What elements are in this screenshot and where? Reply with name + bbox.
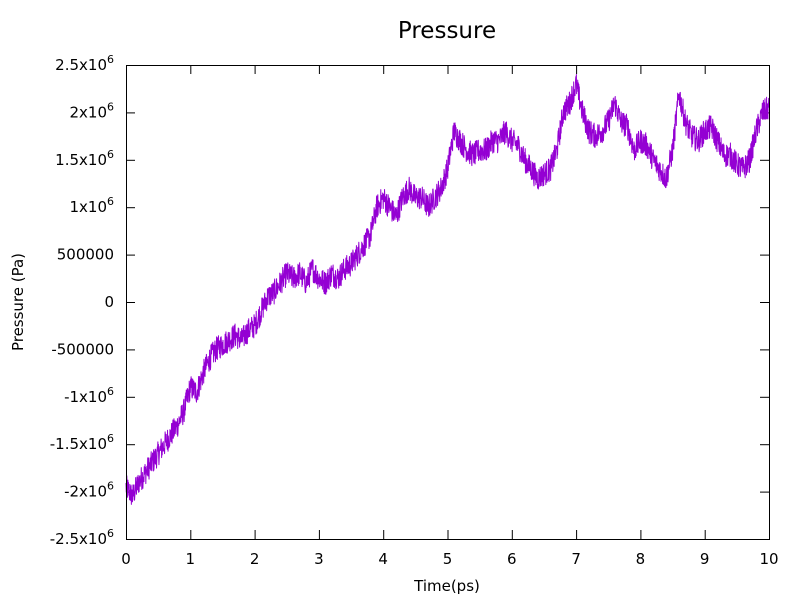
chart-title: Pressure <box>398 18 496 44</box>
y-tick-exponent: 6 <box>107 148 114 161</box>
y-tick-label: -2x106 <box>64 480 114 501</box>
y-tick-label: 2.5x106 <box>55 53 114 74</box>
series-group <box>125 74 770 505</box>
y-tick-exponent: 6 <box>107 100 114 113</box>
y-tick-label: 1.5x106 <box>55 148 114 169</box>
tick-marks <box>126 65 770 540</box>
x-tick-label: 7 <box>571 550 581 568</box>
x-tick-label: 10 <box>759 550 778 568</box>
x-axis-label: Time(ps) <box>413 577 480 595</box>
y-tick-mantissa: 500000 <box>57 246 114 264</box>
y-tick-exponent: 6 <box>107 385 114 398</box>
plot-frame <box>126 65 770 540</box>
y-tick-mantissa: -2.5x10 <box>50 530 107 548</box>
y-tick-mantissa: 1x10 <box>69 198 107 216</box>
y-tick-mantissa: 1.5x10 <box>55 151 107 169</box>
y-tick-mantissa: 0 <box>104 293 114 311</box>
x-tick-label: 2 <box>250 550 260 568</box>
y-tick-mantissa: -500000 <box>51 340 114 358</box>
y-tick-label: -2.5x106 <box>50 527 114 548</box>
x-tick-label: 1 <box>186 550 196 568</box>
x-tick-label: 4 <box>378 550 388 568</box>
x-tick-label: 3 <box>314 550 324 568</box>
y-tick-mantissa: -2x10 <box>64 483 107 501</box>
y-tick-label: 500000 <box>57 246 114 264</box>
x-tick-label: 0 <box>121 550 131 568</box>
pressure-series-line <box>125 74 770 505</box>
y-tick-mantissa: 2x10 <box>69 103 107 121</box>
y-tick-label: -500000 <box>51 340 114 358</box>
x-tick-label: 9 <box>700 550 710 568</box>
y-tick-exponent: 6 <box>107 432 114 445</box>
y-tick-mantissa: -1.5x10 <box>50 435 107 453</box>
x-tick-label: 5 <box>443 550 453 568</box>
y-tick-mantissa: 2.5x10 <box>55 56 107 74</box>
y-tick-label: -1x106 <box>64 385 114 406</box>
y-tick-label: 0 <box>104 293 114 311</box>
y-tick-exponent: 6 <box>107 480 114 493</box>
y-axis-label: Pressure (Pa) <box>9 253 27 351</box>
y-tick-exponent: 6 <box>107 53 114 66</box>
y-tick-exponent: 6 <box>107 195 114 208</box>
y-tick-exponent: 6 <box>107 527 114 540</box>
y-tick-label: 2x106 <box>69 100 114 121</box>
y-tick-mantissa: -1x10 <box>64 388 107 406</box>
x-tick-label: 8 <box>636 550 646 568</box>
y-tick-labels: 2.5x1062x1061.5x1061x1065000000-500000-1… <box>50 53 114 548</box>
y-tick-label: -1.5x106 <box>50 432 114 453</box>
x-tick-labels: 0 1 2 3 4 5 6 7 8 9 10 <box>121 550 778 568</box>
x-tick-label: 6 <box>507 550 517 568</box>
y-tick-label: 1x106 <box>69 195 114 216</box>
